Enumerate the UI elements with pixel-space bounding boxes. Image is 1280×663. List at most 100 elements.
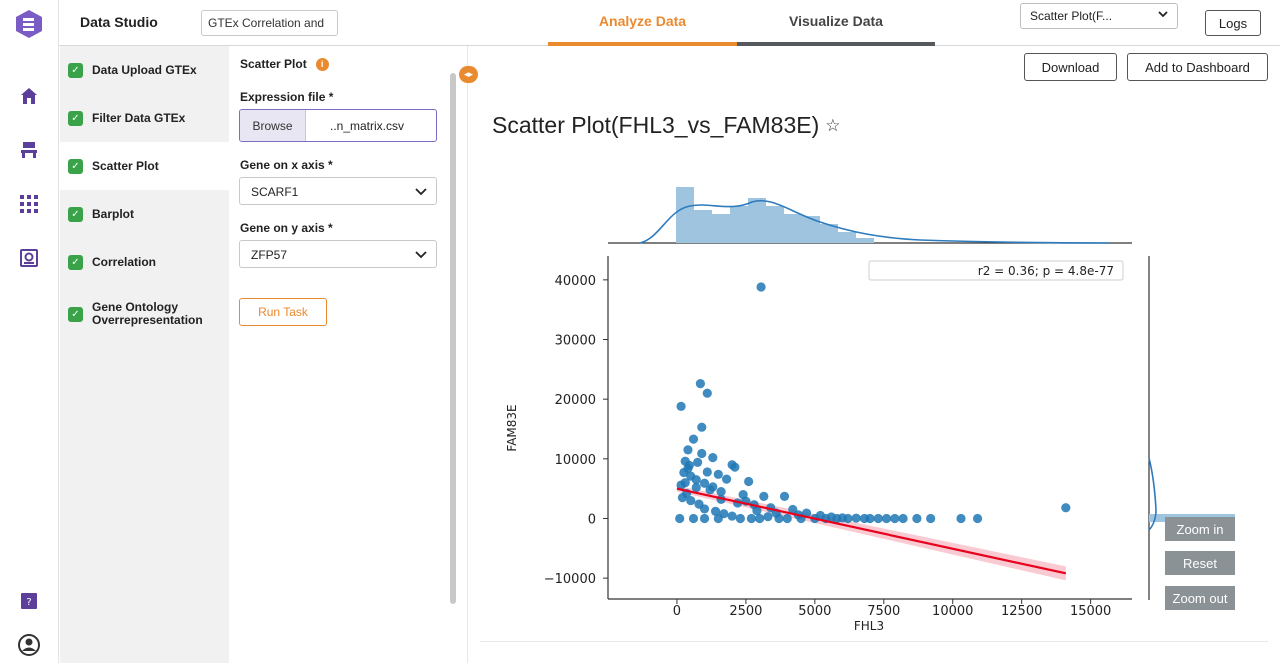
y-tick-label: 0 — [588, 512, 596, 527]
check-icon: ✓ — [68, 110, 83, 126]
step-label: Filter Data GTEx — [92, 111, 186, 125]
data-point — [679, 467, 689, 478]
y-gene-select[interactable]: ZFP57 — [239, 240, 437, 268]
data-point — [705, 485, 715, 495]
annotation-text: r2 = 0.36; p = 4.8e-77 — [978, 264, 1114, 278]
hist-bar — [838, 232, 856, 243]
data-point — [682, 488, 692, 499]
y-gene-value: ZFP57 — [251, 248, 288, 262]
data-point — [713, 469, 723, 479]
data-point — [843, 513, 853, 524]
step-gene-ontology[interactable]: ✓ Gene Ontology Overrepresentation — [60, 290, 220, 338]
help-doc-icon[interactable]: ? — [19, 591, 39, 611]
chevron-down-icon — [414, 247, 428, 264]
hist-bar — [694, 210, 712, 243]
data-point — [837, 513, 848, 523]
data-point — [926, 513, 936, 524]
data-point — [755, 513, 765, 524]
y-tick-label: 30000 — [555, 334, 596, 349]
confidence-band — [676, 485, 1066, 581]
hist-bar — [802, 216, 820, 243]
hist-bar — [730, 206, 748, 243]
step-data-upload-gtex[interactable]: ✓ Data Upload GTEx — [60, 46, 229, 94]
hist-bar — [676, 187, 694, 243]
data-point — [693, 457, 703, 467]
workflow-steps-sidebar: ✓ Data Upload GTEx ✓ Filter Data GTEx ✓ Sca… — [60, 46, 229, 663]
user-avatar-icon[interactable] — [18, 634, 40, 656]
step-filter-data-gtex[interactable]: ✓ Filter Data GTEx — [60, 94, 229, 142]
info-icon[interactable]: i — [315, 57, 329, 71]
data-point — [697, 448, 707, 459]
app-logo-icon[interactable] — [16, 10, 42, 38]
chevron-down-icon — [1157, 8, 1169, 23]
app-title: Data Studio — [80, 14, 158, 30]
zoom-out-button[interactable]: Zoom out — [1165, 586, 1235, 610]
add-to-dashboard-button[interactable]: Add to Dashboard — [1127, 53, 1268, 81]
logs-button[interactable]: Logs — [1205, 10, 1261, 36]
x-tick-label: 15000 — [1070, 604, 1111, 619]
data-point — [881, 513, 892, 524]
step-scatter-plot[interactable]: ✓ Scatter Plot — [60, 142, 229, 190]
data-point — [774, 513, 784, 524]
y-tick-label: 40000 — [555, 274, 596, 289]
data-point — [730, 462, 740, 472]
data-point — [851, 513, 861, 523]
data-point — [713, 513, 723, 524]
data-point — [684, 460, 694, 470]
browse-button[interactable]: Browse — [240, 110, 306, 141]
plot-selector-dropdown[interactable]: Scatter Plot(F... — [1020, 3, 1178, 29]
data-point — [716, 487, 726, 497]
step-barplot[interactable]: ✓ Barplot — [60, 190, 229, 238]
reset-button[interactable]: Reset — [1165, 551, 1235, 575]
top-header: Data Studio GTEx Correlation and Analyze… — [59, 0, 1280, 46]
step-label: Data Upload GTEx — [92, 63, 197, 77]
data-point — [898, 513, 908, 524]
hist-bar — [820, 224, 838, 243]
data-point — [912, 513, 922, 524]
star-icon[interactable]: ☆ — [825, 115, 841, 135]
data-inspect-icon[interactable] — [19, 248, 39, 268]
collapse-panel-icon[interactable]: ◂▸ — [459, 66, 478, 83]
data-point — [865, 513, 875, 524]
data-point — [793, 510, 803, 520]
hist-bar — [856, 238, 874, 243]
x-gene-select[interactable]: SCARF1 — [239, 177, 437, 205]
data-point — [771, 508, 781, 518]
data-point — [680, 478, 690, 488]
data-point — [788, 504, 798, 515]
tab-analyze-data[interactable]: Analyze Data — [548, 0, 737, 46]
run-task-button[interactable]: Run Task — [239, 298, 327, 326]
apps-grid-icon[interactable] — [19, 194, 39, 214]
tab-visualize-data[interactable]: Visualize Data — [737, 0, 935, 46]
form-scrollbar[interactable] — [450, 73, 456, 604]
workflow-icon[interactable] — [19, 140, 39, 160]
x-tick-label: 0 — [673, 604, 681, 619]
x-tick-label: 10000 — [932, 604, 973, 619]
hist-bar — [784, 214, 802, 243]
data-point — [695, 379, 705, 389]
y-tick-label: 20000 — [555, 393, 596, 408]
step-label: Barplot — [92, 207, 134, 221]
data-point — [746, 513, 757, 524]
data-point — [680, 456, 690, 466]
data-point — [694, 499, 704, 509]
project-name-input[interactable]: GTEx Correlation and — [201, 10, 338, 36]
expression-file-input[interactable]: Browse ..n_matrix.csv — [239, 109, 437, 142]
data-point — [766, 503, 776, 513]
data-point — [815, 510, 825, 521]
chevron-down-icon — [414, 184, 428, 201]
step-label: Gene Ontology Overrepresentation — [92, 300, 203, 327]
data-point — [708, 482, 718, 492]
check-icon: ✓ — [68, 254, 83, 270]
form-title-text: Scatter Plot — [240, 57, 307, 71]
data-point — [686, 495, 696, 506]
home-icon[interactable] — [19, 86, 39, 106]
step-correlation[interactable]: ✓ Correlation — [60, 238, 229, 286]
zoom-in-button[interactable]: Zoom in — [1165, 517, 1235, 541]
svg-text:?: ? — [26, 597, 31, 608]
download-button[interactable]: Download — [1024, 53, 1117, 81]
data-point — [749, 500, 759, 510]
expression-file-label: Expression file * — [240, 90, 334, 104]
data-point — [956, 513, 966, 524]
data-point — [702, 388, 712, 398]
